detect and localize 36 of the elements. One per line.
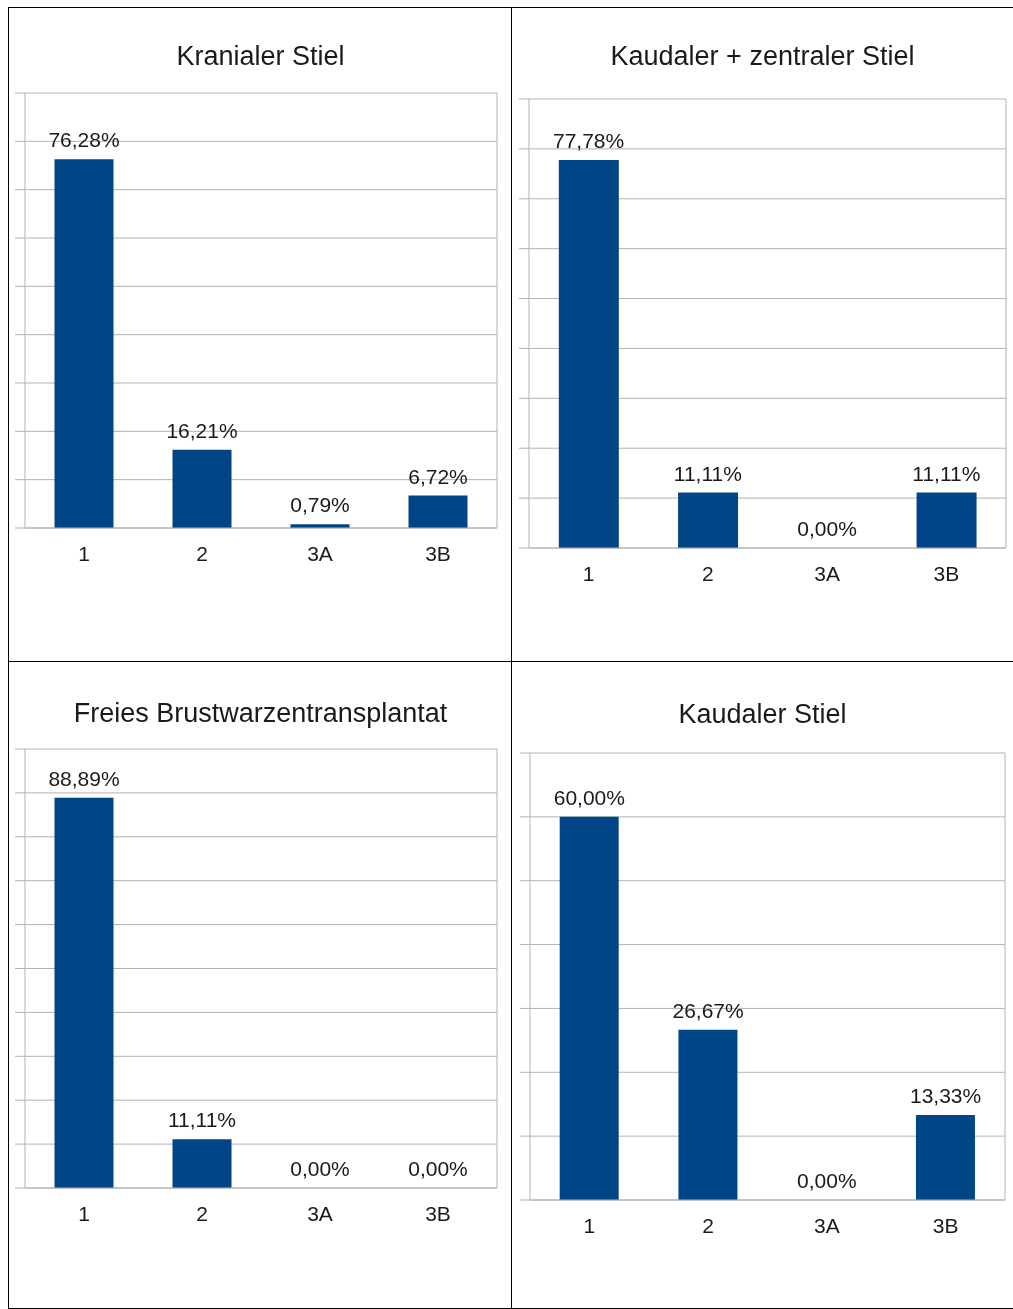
chart-title: Freies Brustwarzentransplantat (72, 696, 449, 730)
x-tick-label: 3A (814, 561, 840, 585)
x-tick-label: 3A (307, 541, 333, 565)
x-tick-label: 3B (932, 1213, 959, 1237)
data-label: 26,67% (672, 998, 744, 1022)
data-label: 13,33% (910, 1083, 982, 1107)
data-label: 6,72% (408, 464, 468, 488)
x-tick-label: 1 (78, 541, 90, 565)
chart-title: Kaudaler + zentraler Stiel (609, 39, 916, 73)
data-label: 88,89% (48, 766, 120, 790)
data-label: 77,78% (553, 128, 625, 152)
x-tick-label: 3A (307, 1201, 333, 1225)
x-tick-label: 2 (702, 561, 714, 585)
data-label: 60,00% (553, 785, 625, 809)
x-tick-label: 3B (425, 541, 451, 565)
data-label: 76,28% (48, 128, 120, 152)
x-tick-label: 1 (78, 1201, 90, 1225)
data-label: 0,79% (290, 493, 350, 517)
x-tick-label: 3B (933, 561, 960, 585)
x-tick-label: 3A (814, 1213, 840, 1237)
x-tick-label: 3B (425, 1201, 451, 1225)
data-label: 16,21% (166, 418, 238, 442)
x-tick-label: 2 (196, 541, 208, 565)
data-label: 0,00% (797, 1169, 857, 1192)
data-label: 11,11% (167, 1108, 237, 1132)
x-tick-label: 1 (583, 1213, 596, 1237)
x-tick-label: 2 (196, 1201, 208, 1225)
data-label: 0,00% (797, 517, 857, 540)
chart-title: Kaudaler Stiel (677, 697, 848, 731)
x-tick-label: 2 (702, 1213, 714, 1237)
data-label: 0,00% (290, 1157, 350, 1180)
x-tick-label: 1 (582, 561, 595, 585)
data-label: 11,11% (912, 461, 981, 485)
data-label: 0,00% (408, 1157, 468, 1180)
data-label: 11,11% (673, 461, 742, 485)
chart-title: Kranialer Stiel (175, 39, 346, 73)
